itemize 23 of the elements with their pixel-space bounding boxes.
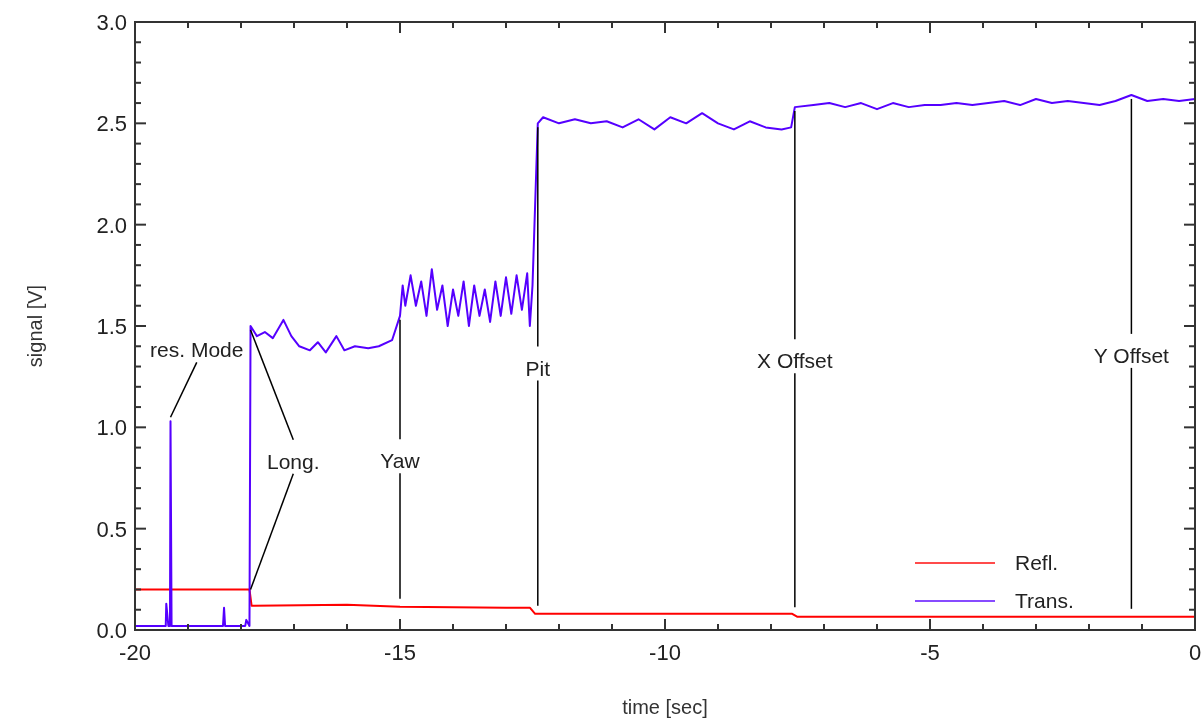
annotation: res. Mode — [150, 338, 244, 362]
y-tick-label: 2.0 — [96, 212, 127, 238]
annotation: Y Offset — [1093, 343, 1170, 367]
y-tick-label: 3.0 — [96, 10, 127, 35]
y-tick-label: 0.0 — [96, 618, 127, 643]
annotation: X Offset — [757, 349, 833, 373]
x-tick-label: -10 — [649, 640, 681, 665]
x-tick-label: -15 — [384, 640, 416, 665]
legend-label: Refl. — [1015, 551, 1059, 574]
y-tick-label: 1.0 — [96, 415, 127, 441]
line-series — [135, 93, 1195, 627]
x-axis-title: time [sec] — [622, 696, 708, 718]
annotation: Yaw — [380, 449, 421, 473]
annotation: Long. — [267, 449, 320, 473]
y-tick-label: 2.5 — [96, 111, 127, 137]
x-tick-label: -5 — [920, 640, 940, 665]
x-tick-label: 0 — [1188, 640, 1202, 665]
x-tick-label: -20 — [119, 640, 151, 665]
y-axis-title: signal [V] — [24, 284, 46, 368]
y-tick-label: 1.5 — [96, 314, 127, 339]
y-tick-label: 0.5 — [96, 516, 127, 542]
legend-label: Trans. — [1015, 589, 1074, 612]
annotation: Pit — [525, 356, 551, 380]
